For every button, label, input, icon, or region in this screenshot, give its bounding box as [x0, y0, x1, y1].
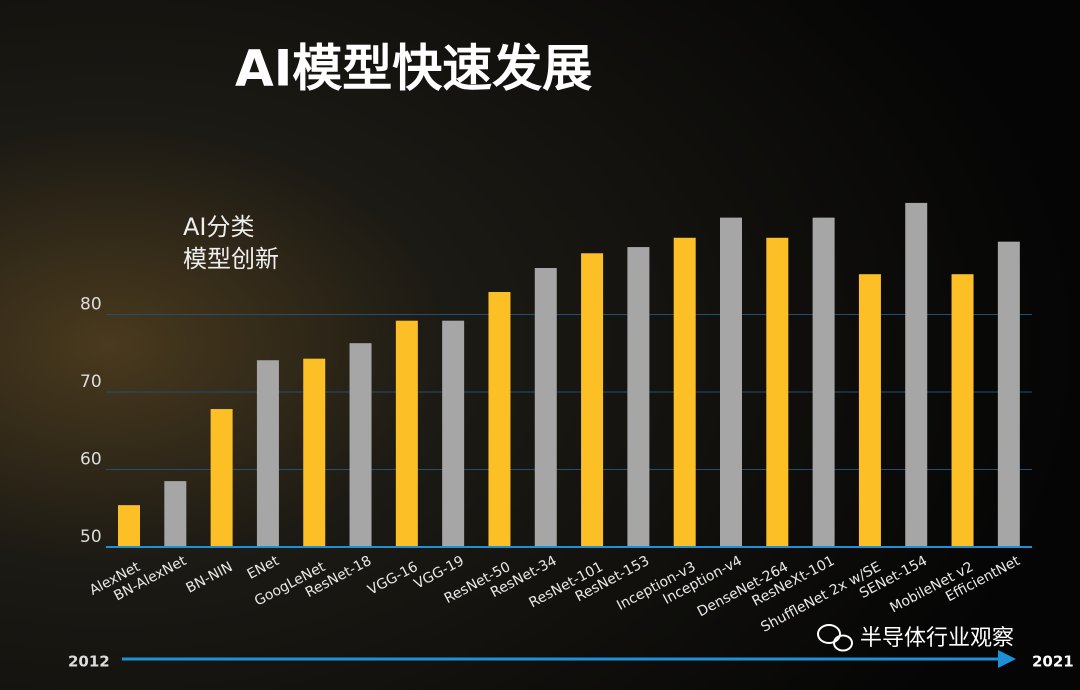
timeline-start: 2012 [68, 653, 110, 671]
bar [210, 409, 233, 547]
bar [581, 253, 604, 547]
bar [395, 320, 418, 547]
bar [997, 241, 1020, 547]
bar [256, 360, 279, 547]
bar [118, 505, 141, 547]
bar [534, 268, 557, 547]
bar [164, 481, 187, 547]
timeline-end: 2021 [1032, 653, 1074, 671]
y-tick-label: 50 [80, 527, 102, 547]
bar [627, 247, 650, 547]
y-tick-label: 70 [80, 372, 102, 392]
watermark-icon [817, 624, 853, 652]
bar [349, 343, 372, 547]
bar [442, 320, 465, 547]
bar [673, 237, 696, 547]
bar [858, 274, 881, 547]
bar [905, 202, 928, 547]
bar [720, 217, 743, 547]
y-axis-label: 模型创新 [183, 245, 279, 273]
timeline-arrow [998, 650, 1016, 668]
y-tick-label: 60 [80, 450, 102, 470]
bar [488, 292, 511, 547]
bar [766, 237, 789, 547]
bar [303, 358, 326, 547]
bar [812, 217, 835, 547]
watermark: 半导体行业观察 [860, 626, 1014, 651]
slide-title: AI模型快速发展 [235, 40, 592, 98]
bar [951, 274, 974, 547]
y-tick-label: 80 [80, 295, 102, 315]
y-axis-label: AI分类 [183, 213, 255, 241]
